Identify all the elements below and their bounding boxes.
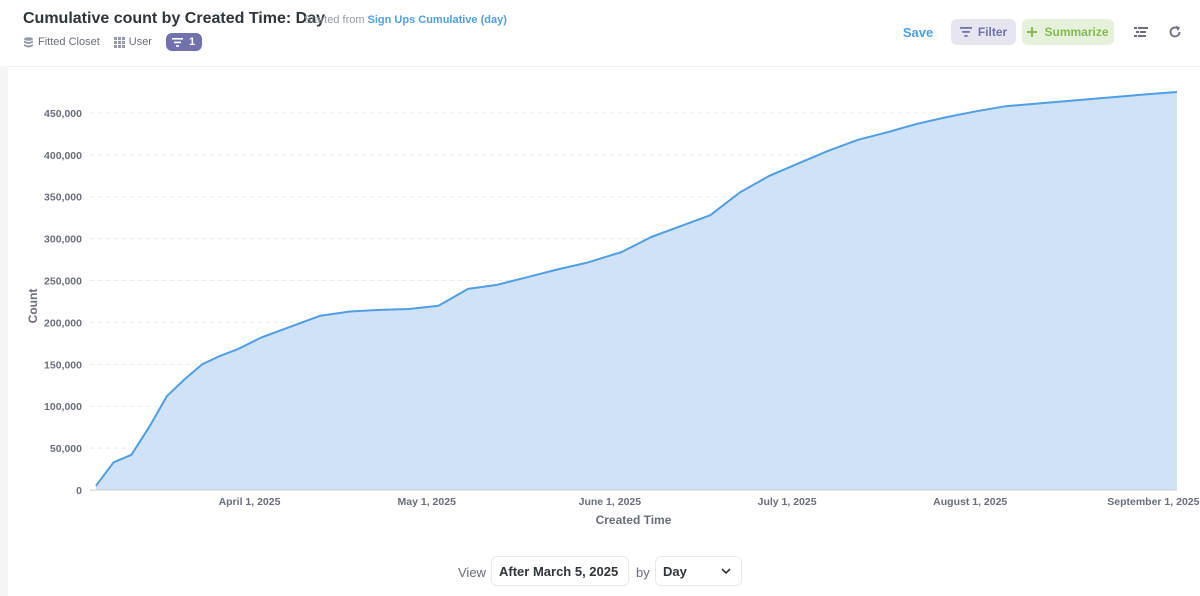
table-grid-icon (113, 36, 125, 48)
y-tick-label: 250,000 (44, 276, 82, 288)
source-question-link[interactable]: Sign Ups Cumulative (day) (367, 14, 507, 26)
x-tick-label: May 1, 2025 (398, 496, 457, 508)
y-tick-label: 150,000 (44, 359, 82, 371)
started-from-prefix: Started from (304, 14, 365, 26)
breadcrumb-table[interactable]: User (113, 36, 152, 48)
y-tick-label: 350,000 (44, 192, 82, 204)
summarize-button[interactable]: Summarize (1022, 19, 1114, 45)
x-tick-label: June 1, 2025 (579, 496, 642, 508)
question-header: Cumulative count by Created Time: Day St… (0, 0, 1200, 67)
y-tick-label: 450,000 (44, 108, 82, 120)
notebook-icon (1134, 27, 1148, 37)
page-title: Cumulative count by Created Time: Day (23, 10, 325, 27)
plus-icon (1027, 27, 1038, 37)
started-from: Started from Sign Ups Cumulative (day) (304, 14, 507, 26)
y-axis-title: Count (26, 289, 40, 324)
chevron-down-icon (721, 568, 731, 574)
date-filter-value: After March 5, 2025 (499, 563, 619, 579)
x-axis-title: Created Time (596, 513, 672, 527)
x-tick-label: August 1, 2025 (933, 496, 1007, 508)
notebook-editor-button[interactable] (1132, 23, 1150, 41)
filter-button-label: Filter (977, 25, 1008, 39)
y-tick-label: 0 (76, 485, 82, 497)
granularity-select[interactable]: Day (655, 556, 742, 586)
refresh-icon (1169, 25, 1181, 38)
x-tick-label: April 1, 2025 (219, 496, 281, 508)
view-label: View (458, 565, 486, 580)
filter-icon (171, 37, 183, 47)
filter-count: 1 (188, 36, 196, 48)
y-tick-label: 100,000 (44, 401, 82, 413)
x-tick-label: September 1, 2025 (1107, 496, 1199, 508)
y-tick-label: 400,000 (44, 150, 82, 162)
chart-area-fill (95, 92, 1177, 490)
y-tick-label: 50,000 (50, 443, 82, 455)
chart-series-line (95, 91, 1178, 487)
database-icon (24, 36, 33, 47)
x-tick-label: July 1, 2025 (758, 496, 817, 508)
breadcrumb-database-label: Fitted Closet (38, 36, 100, 48)
breadcrumb-table-label: User (128, 36, 152, 48)
filter-count-badge[interactable]: 1 (165, 33, 203, 51)
left-edge-bar (0, 66, 8, 596)
save-button[interactable]: Save (902, 24, 934, 40)
breadcrumb: Fitted Closet User 1 (23, 33, 203, 51)
granularity-value: Day (663, 563, 687, 579)
chart-footer: View After March 5, 2025 by Day (0, 556, 1200, 588)
breadcrumb-database[interactable]: Fitted Closet (23, 36, 100, 48)
y-tick-label: 300,000 (44, 234, 82, 246)
refresh-button[interactable] (1166, 23, 1184, 41)
y-tick-label: 200,000 (44, 317, 82, 329)
by-label: by (636, 565, 650, 580)
date-filter-select[interactable]: After March 5, 2025 (491, 556, 629, 586)
filter-button[interactable]: Filter (951, 19, 1016, 45)
filter-icon (959, 27, 972, 37)
summarize-button-label: Summarize (1044, 25, 1109, 39)
cumulative-area-chart: 0 50,000 100,000 150,000 200,000 250,000 300,0… (26, 91, 1200, 527)
